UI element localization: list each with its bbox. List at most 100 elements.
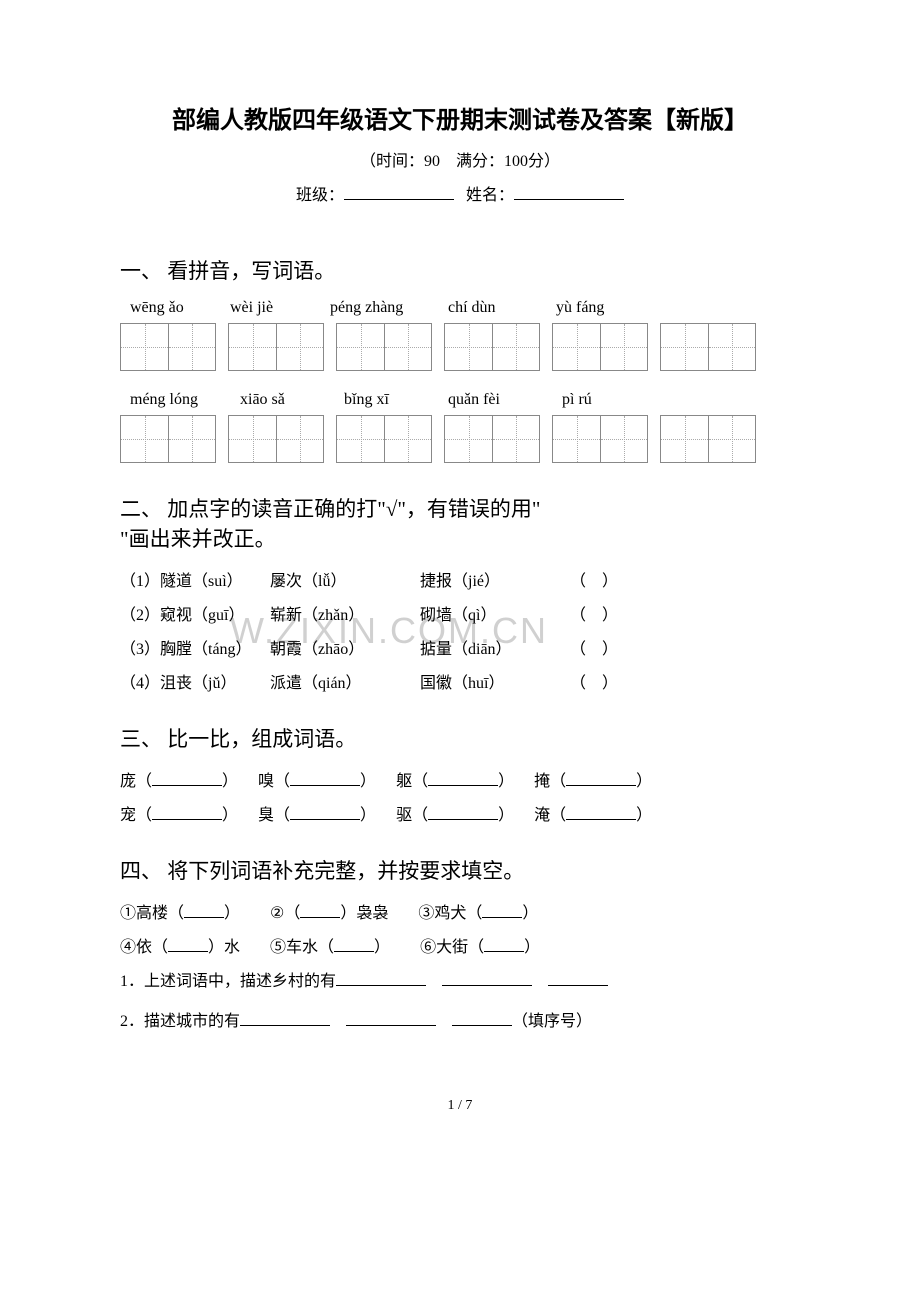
- blank: [184, 902, 224, 918]
- blank: [428, 770, 498, 786]
- char-box: [492, 415, 540, 463]
- s2-a: （4）沮丧（jǔ）: [120, 669, 270, 693]
- s2-paren: （ ）: [570, 635, 618, 659]
- blank: [300, 902, 340, 918]
- document-subtitle: （时间：90 满分：100分）: [120, 147, 800, 171]
- char-box: [384, 415, 432, 463]
- q2-text: 2．描述城市的有: [120, 1013, 240, 1030]
- section4-row-1: ①高楼（） ②（）袅袅 ③鸡犬（）: [120, 899, 800, 923]
- char-box-row-1: [120, 323, 800, 371]
- s3-char: 臭（: [258, 807, 290, 824]
- section2-item: （3）胸膛（táng）朝霞（zhāo）掂量（diān）（ ）: [120, 635, 800, 659]
- char-box: [228, 323, 276, 371]
- char-box-pair: [228, 323, 324, 371]
- section2-item: （2）窥视（guī）崭新（zhǎn）砌墙（qì）（ ）: [120, 601, 800, 625]
- s3-char: 庞（: [120, 773, 152, 790]
- pinyin-row-2: méng lóng xiāo sǎ bǐng xī quǎn fèi pì rú: [130, 391, 800, 409]
- s4-item: ）袅袅: [340, 905, 388, 922]
- section4-q2: 2．描述城市的有 （填序号）: [120, 1007, 800, 1037]
- char-box: [444, 323, 492, 371]
- pinyin: bǐng xī: [344, 391, 430, 409]
- s4-item: ）水: [208, 939, 240, 956]
- blank: [484, 936, 524, 952]
- char-box: [228, 415, 276, 463]
- blank: [334, 936, 374, 952]
- s3-char: 淹（: [534, 807, 566, 824]
- s2-c: 国徽（huī）: [420, 669, 570, 693]
- char-box-row-2: [120, 415, 800, 463]
- s2-a: （2）窥视（guī）: [120, 601, 270, 625]
- s3-char: 嗅（: [258, 773, 290, 790]
- blank: [152, 804, 222, 820]
- s2-b: 朝霞（zhāo）: [270, 635, 420, 659]
- q1-text: 1．上述词语中，描述乡村的有: [120, 973, 336, 990]
- section1-heading: 一、 看拼音，写词语。: [120, 255, 800, 285]
- char-box: [708, 415, 756, 463]
- section4-heading: 四、 将下列词语补充完整，并按要求填空。: [120, 855, 800, 885]
- s2-paren: （ ）: [570, 567, 618, 591]
- blank: [290, 770, 360, 786]
- student-info-line: 班级： 姓名：: [120, 181, 800, 205]
- s4-item: ⑥大街（: [420, 939, 484, 956]
- blank: [566, 770, 636, 786]
- s2-c: 捷报（jié）: [420, 567, 570, 591]
- blank: [452, 1010, 512, 1026]
- pinyin: wēng ǎo: [130, 299, 212, 317]
- char-box: [600, 323, 648, 371]
- blank: [442, 970, 532, 986]
- pinyin: quǎn fèi: [448, 391, 544, 409]
- char-box: [168, 323, 216, 371]
- char-box: [276, 323, 324, 371]
- char-box: [660, 415, 708, 463]
- page-number: 1 / 7: [120, 1098, 800, 1114]
- char-box: [600, 415, 648, 463]
- s4-item: ①高楼（: [120, 905, 184, 922]
- blank: [482, 902, 522, 918]
- s4-item: ⑤车水（: [270, 939, 334, 956]
- s2-b: 派遣（qián）: [270, 669, 420, 693]
- name-blank: [514, 184, 624, 200]
- s2-paren: （ ）: [570, 601, 618, 625]
- section4-q1: 1．上述词语中，描述乡村的有: [120, 967, 800, 997]
- blank: [346, 1010, 436, 1026]
- char-box-pair: [552, 323, 648, 371]
- blank: [336, 970, 426, 986]
- s3-char: 躯（: [396, 773, 428, 790]
- blank: [152, 770, 222, 786]
- s2-paren: （ ）: [570, 669, 618, 693]
- char-box-pair: [660, 323, 756, 371]
- section3-row: 庞（） 嗅（） 躯（） 掩（）: [120, 767, 800, 791]
- char-box-pair: [228, 415, 324, 463]
- section4-row-2: ④依（）水 ⑤车水（） ⑥大街（）: [120, 933, 800, 957]
- blank: [240, 1010, 330, 1026]
- s3-char: 驱（: [396, 807, 428, 824]
- section3-row: 宠（） 臭（） 驱（） 淹（）: [120, 801, 800, 825]
- s3-char: 宠（: [120, 807, 152, 824]
- s2-a: （1）隧道（suì）: [120, 567, 270, 591]
- char-box: [336, 323, 384, 371]
- section2-item: （1）隧道（suì）屡次（lǚ）捷报（jié）（ ）: [120, 567, 800, 591]
- pinyin: pì rú: [562, 391, 644, 409]
- char-box: [552, 323, 600, 371]
- pinyin-row-1: wēng ǎo wèi jiè péng zhàng chí dùn yù fá…: [130, 299, 800, 317]
- s4-item: ④依（: [120, 939, 168, 956]
- pinyin: méng lóng: [130, 391, 222, 409]
- s3-char: 掩（: [534, 773, 566, 790]
- char-box-pair: [120, 415, 216, 463]
- char-box: [384, 323, 432, 371]
- document-title: 部编人教版四年级语文下册期末测试卷及答案【新版】: [120, 100, 800, 135]
- char-box-pair: [444, 323, 540, 371]
- char-box: [168, 415, 216, 463]
- char-box: [120, 323, 168, 371]
- blank: [548, 970, 608, 986]
- s2-b: 屡次（lǚ）: [270, 567, 420, 591]
- blank: [428, 804, 498, 820]
- blank: [290, 804, 360, 820]
- pinyin: péng zhàng: [330, 299, 430, 317]
- char-box: [336, 415, 384, 463]
- pinyin: xiāo sǎ: [240, 391, 326, 409]
- char-box-pair: [120, 323, 216, 371]
- s2-c: 掂量（diān）: [420, 635, 570, 659]
- pinyin: wèi jiè: [230, 299, 312, 317]
- char-box: [120, 415, 168, 463]
